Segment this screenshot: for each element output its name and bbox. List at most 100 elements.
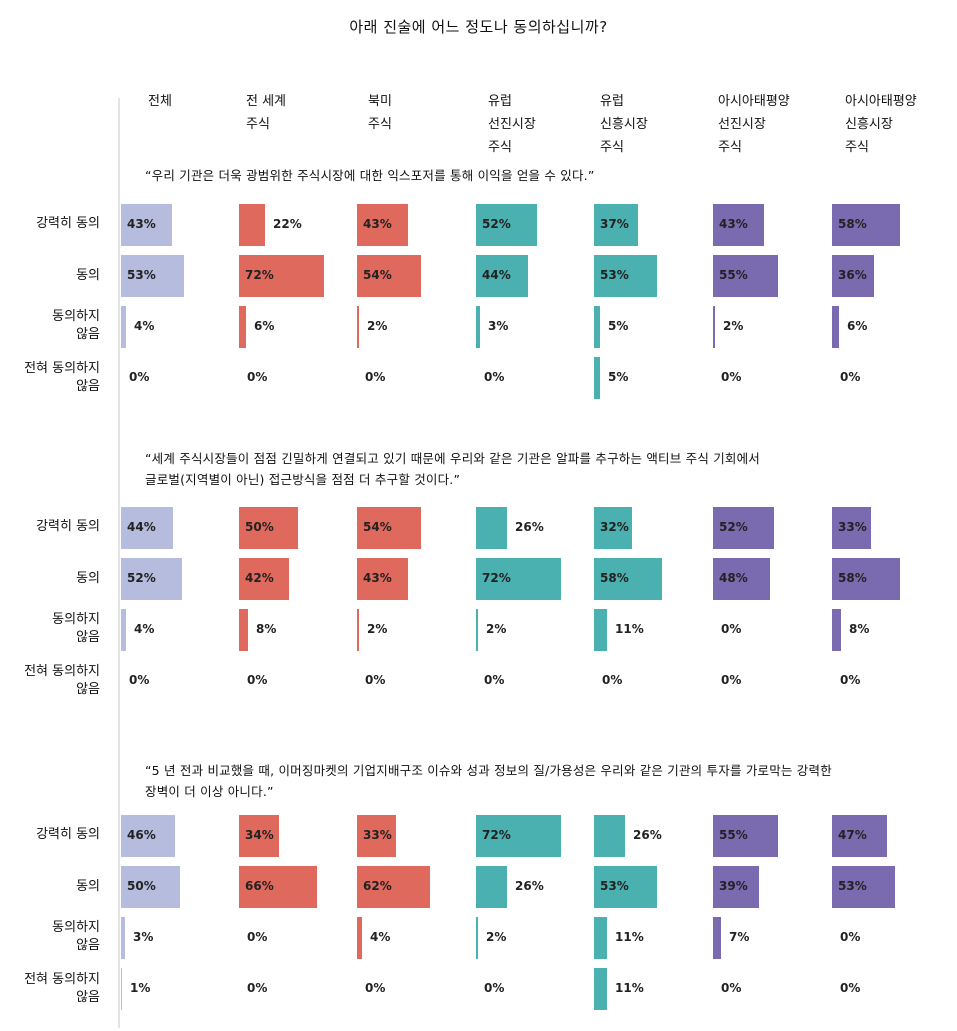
bar: [832, 306, 839, 348]
data-label: 3%: [488, 319, 509, 333]
data-label: 72%: [245, 268, 274, 282]
data-label: 36%: [838, 268, 867, 282]
data-label: 0%: [484, 673, 505, 687]
bar: [594, 815, 625, 857]
data-label: 58%: [838, 217, 867, 231]
bar: [594, 917, 607, 959]
bar: [357, 917, 362, 959]
category-label: 동의: [0, 267, 100, 285]
bar: [357, 866, 430, 908]
bar: [594, 204, 638, 246]
data-label: 62%: [363, 879, 392, 893]
bar: [121, 866, 180, 908]
bar: [594, 507, 632, 549]
data-label: 72%: [482, 828, 511, 842]
data-label: 2%: [486, 930, 507, 944]
statement-line: “세계 주식시장들이 점점 긴밀하게 연결되고 있기 때문에 우리와 같은 기관…: [145, 451, 761, 466]
bar: [357, 815, 396, 857]
bar: [357, 204, 408, 246]
data-label: 5%: [608, 370, 629, 384]
data-label: 48%: [719, 571, 748, 585]
column-header-line: 아시아태평양: [718, 94, 790, 109]
column-header-line: 신흥시장: [600, 117, 648, 132]
data-label: 26%: [633, 828, 662, 842]
data-label: 0%: [247, 370, 268, 384]
data-label: 4%: [370, 930, 391, 944]
column-header-line: 주식: [845, 140, 869, 155]
column-header-line: 주식: [246, 117, 270, 132]
bar: [594, 306, 600, 348]
data-label: 53%: [600, 268, 629, 282]
data-label: 72%: [482, 571, 511, 585]
bar: [239, 866, 317, 908]
column-header-line: 선진시장: [718, 117, 766, 132]
data-label: 0%: [840, 370, 861, 384]
category-label-line: 동의하지: [52, 612, 100, 627]
data-label: 33%: [363, 828, 392, 842]
data-label: 0%: [721, 981, 742, 995]
statement-line: “5 년 전과 비교했을 때, 이머징마켓의 기업지배구조 이슈와 성과 정보의…: [145, 763, 832, 778]
category-label-line: 않음: [76, 630, 100, 645]
column-header: 전체: [148, 90, 172, 113]
data-label: 8%: [849, 622, 870, 636]
bar: [476, 917, 478, 959]
bar: [121, 558, 182, 600]
column-header-line: 신흥시장: [845, 117, 893, 132]
bar: [713, 917, 721, 959]
bar: [594, 558, 662, 600]
data-label: 66%: [245, 879, 274, 893]
data-label: 44%: [127, 520, 156, 534]
data-label: 7%: [729, 930, 750, 944]
statement-line: 장벽이 더 이상 아니다.”: [145, 784, 274, 799]
bar: [476, 558, 561, 600]
category-label-line: 강력히 동의: [36, 216, 100, 231]
statement-text: “5 년 전과 비교했을 때, 이머징마켓의 기업지배구조 이슈와 성과 정보의…: [145, 760, 832, 802]
data-label: 52%: [127, 571, 156, 585]
bar: [357, 507, 421, 549]
data-label: 26%: [515, 520, 544, 534]
bar: [713, 255, 778, 297]
category-label: 강력히 동의: [0, 215, 100, 233]
bar: [832, 609, 841, 651]
category-label-line: 않음: [76, 379, 100, 394]
bar: [121, 815, 175, 857]
data-label: 43%: [719, 217, 748, 231]
bar: [476, 866, 507, 908]
data-label: 42%: [245, 571, 274, 585]
bar: [357, 306, 359, 348]
data-label: 11%: [615, 981, 644, 995]
data-label: 0%: [602, 673, 623, 687]
column-header-line: 아시아태평양: [845, 94, 917, 109]
bar: [594, 866, 657, 908]
category-label: 동의: [0, 570, 100, 588]
data-label: 53%: [600, 879, 629, 893]
data-label: 22%: [273, 217, 302, 231]
bar: [357, 609, 359, 651]
bar: [476, 204, 537, 246]
data-label: 0%: [365, 370, 386, 384]
bar: [594, 255, 657, 297]
data-label: 32%: [600, 520, 629, 534]
bar: [713, 204, 764, 246]
column-header: 아시아태평양 선진시장 주식: [718, 90, 790, 159]
bar: [832, 866, 895, 908]
category-label: 동의하지 않음: [0, 919, 100, 955]
bar: [239, 306, 246, 348]
category-label: 강력히 동의: [0, 826, 100, 844]
bar: [476, 306, 480, 348]
bar: [476, 507, 507, 549]
bar: [594, 357, 600, 399]
data-label: 0%: [247, 930, 268, 944]
data-label: 54%: [363, 268, 392, 282]
data-label: 47%: [838, 828, 867, 842]
data-label: 54%: [363, 520, 392, 534]
statement-text: “세계 주식시장들이 점점 긴밀하게 연결되고 있기 때문에 우리와 같은 기관…: [145, 448, 760, 490]
data-label: 43%: [363, 571, 392, 585]
category-label-line: 강력히 동의: [36, 827, 100, 842]
column-header-line: 주식: [368, 117, 392, 132]
data-label: 43%: [363, 217, 392, 231]
data-label: 52%: [719, 520, 748, 534]
data-label: 6%: [254, 319, 275, 333]
bar: [357, 558, 408, 600]
